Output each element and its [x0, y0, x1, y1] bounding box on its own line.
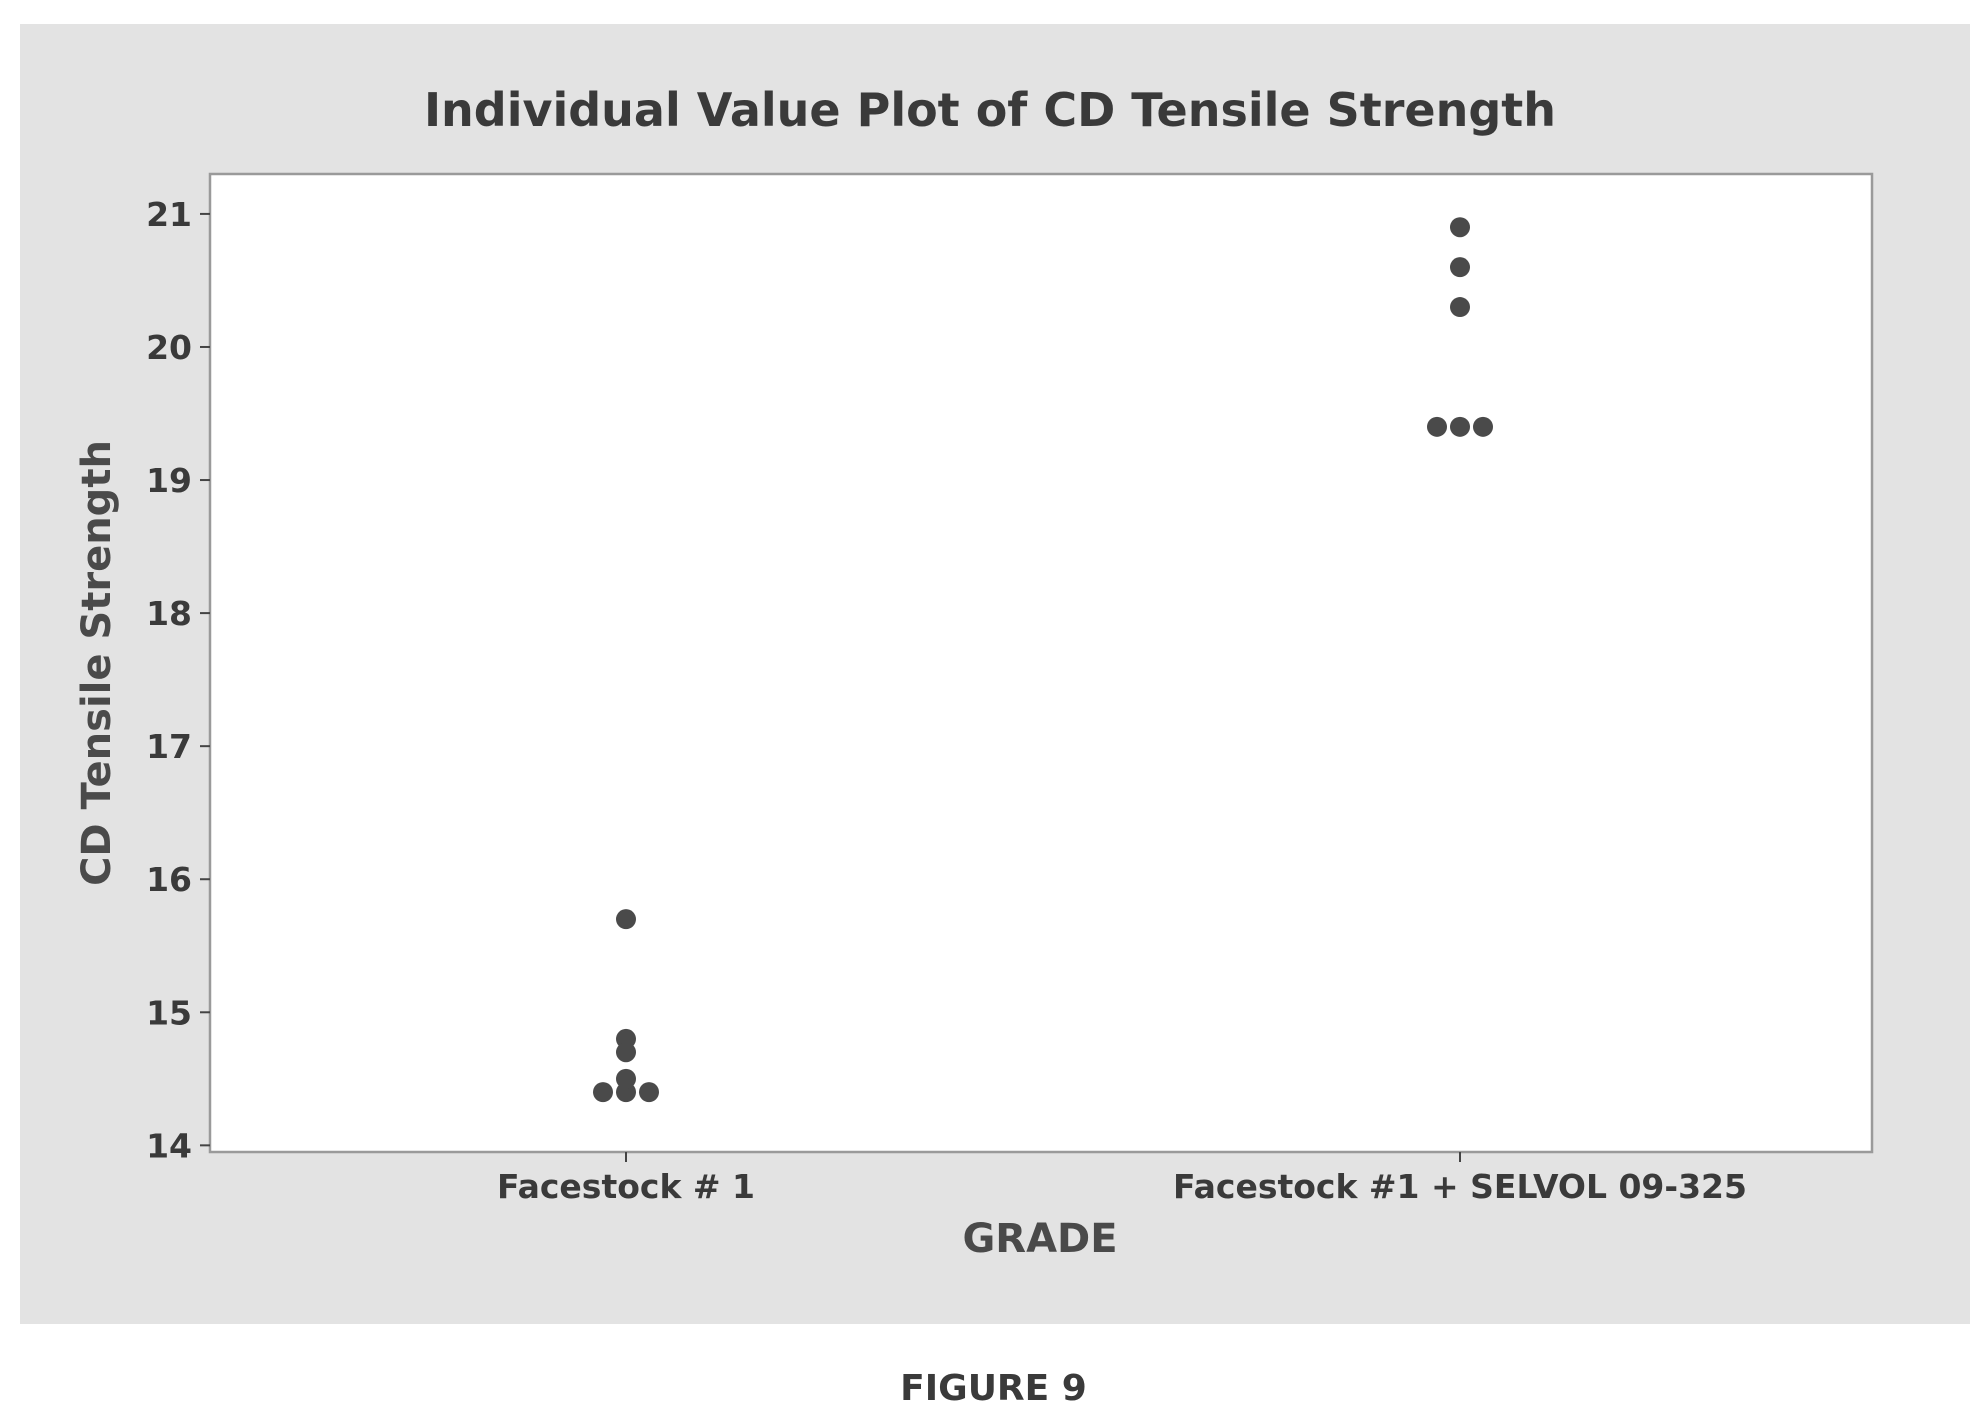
data-point: [1450, 416, 1470, 437]
x-tick-label: Facestock #1 + SELVOL 09-325: [1173, 1167, 1747, 1206]
data-point: [1450, 257, 1470, 278]
y-tick-label: 21: [146, 195, 192, 234]
data-point: [593, 1082, 613, 1103]
data-point: [1473, 416, 1493, 437]
chart-title: Individual Value Plot of CD Tensile Stre…: [424, 83, 1556, 137]
y-tick-label: 15: [146, 993, 192, 1032]
data-points: [593, 217, 1493, 1103]
y-tick-label: 18: [146, 594, 192, 633]
data-point: [616, 1068, 636, 1089]
y-tick-label: 16: [146, 860, 192, 899]
y-tick-label: 19: [146, 461, 192, 500]
x-axis-ticks: Facestock # 1 Facestock #1 + SELVOL 09-32…: [497, 1152, 1747, 1206]
y-axis-ticks: 14 15 16 17 18 19 20 21: [146, 195, 210, 1165]
data-point: [1450, 297, 1470, 318]
y-tick-label: 17: [146, 727, 192, 766]
plot-area: [208, 172, 1874, 1154]
y-tick-label: 20: [146, 328, 192, 367]
data-point: [616, 909, 636, 930]
x-tick-label: Facestock # 1: [497, 1167, 755, 1206]
figure-caption: FIGURE 9: [900, 1368, 1087, 1409]
data-point: [639, 1082, 659, 1103]
y-tick-label: 14: [146, 1126, 192, 1165]
data-point: [616, 1042, 636, 1063]
y-axis-title: CD Tensile Strength: [74, 440, 120, 886]
data-point: [1427, 416, 1447, 437]
data-point: [1450, 217, 1470, 238]
x-axis-title: GRADE: [962, 1216, 1117, 1262]
